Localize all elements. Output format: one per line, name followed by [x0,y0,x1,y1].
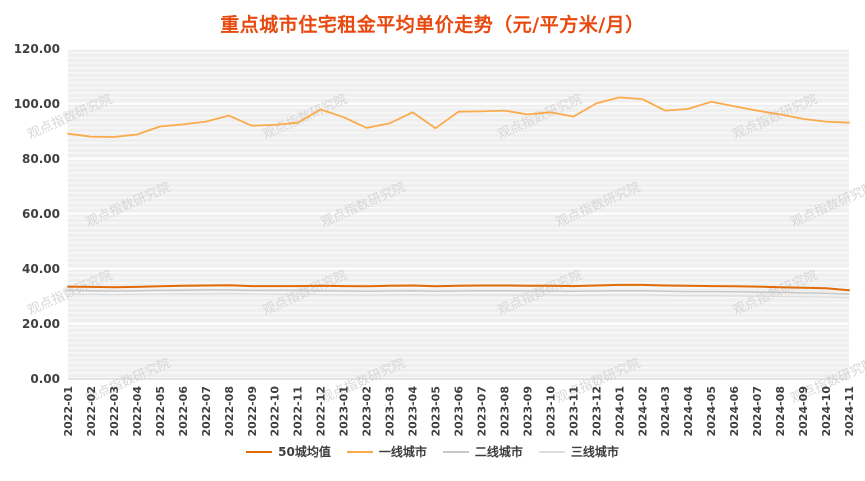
x-axis-label: 2024-08 [774,386,787,437]
legend-item-50城均值: 50城均值 [246,443,331,460]
legend-item-一线城市: 一线城市 [346,443,427,460]
legend-label: 二线城市 [474,445,523,459]
x-axis-label: 2022-11 [292,386,305,437]
legend-label: 50城均值 [278,445,331,459]
y-axis-label: 40.00 [22,262,60,276]
x-axis-label: 2024-10 [820,386,833,437]
x-axis-label: 2024-06 [728,386,741,437]
x-axis-label: 2022-05 [154,386,167,437]
x-axis-label: 2022-10 [269,386,282,437]
x-axis-label: 2022-03 [108,386,121,437]
legend-item-二线城市: 二线城市 [442,443,523,460]
y-axis-label: 80.00 [22,152,60,166]
x-axis-label: 2023-03 [384,386,397,437]
series-line-50城均值 [67,283,850,292]
x-axis-label: 2022-07 [200,386,213,437]
x-axis-label: 2022-01 [62,386,75,437]
x-axis-label: 2022-04 [131,386,144,437]
x-axis-label: 2022-12 [315,386,328,437]
x-axis-label: 2023-06 [453,386,466,437]
line-chart: 观点指数研究院 观点指数研究院 观点指数研究院 观点指数研究院 观点指数研究院 观点指数研… [0,37,865,441]
chart-title: 重点城市住宅租金平均单价走势（元/平方米/月） [220,14,645,36]
series-line-三线城市 [67,292,850,299]
x-axis-label: 2023-09 [521,386,534,437]
y-axis-label: 20.00 [22,317,60,331]
series-line-二线城市 [67,289,850,295]
x-axis-label: 2024-07 [751,386,764,437]
x-axis-label: 2023-02 [361,386,374,437]
x-axis-label: 2023-08 [498,386,511,437]
x-axis-label: 2024-01 [613,386,626,437]
x-axis-label: 2023-11 [567,386,580,437]
y-axis-label: 100.00 [14,97,60,111]
x-axis-label: 2022-08 [223,386,236,437]
y-axis-label: 0.00 [30,372,60,386]
legend-line-swatch [538,450,565,453]
x-axis-label: 2023-01 [338,386,351,437]
y-axis-label: 60.00 [22,207,60,221]
chart-legend: 50城均值 一线城市 二线城市 三线城市 [0,443,865,460]
x-axis-label: 2024-04 [682,386,695,437]
x-axis-label: 2024-09 [797,386,810,437]
x-axis-label: 2023-10 [544,386,557,437]
legend-line-swatch [246,450,273,453]
x-axis-label: 2023-05 [430,386,443,437]
series-line-一线城市 [67,96,850,138]
x-axis-label: 2023-04 [407,386,420,437]
y-axis-label: 120.00 [14,42,60,56]
x-axis-label: 2023-12 [590,386,603,437]
legend-label: 一线城市 [378,445,427,459]
legend-line-swatch [346,450,373,453]
x-axis-label: 2022-02 [85,386,98,437]
x-axis-label: 2022-09 [246,386,259,437]
legend-item-三线城市: 三线城市 [538,443,619,460]
legend-label: 三线城市 [570,445,619,459]
x-axis-label: 2022-06 [177,386,190,437]
legend-line-swatch [442,450,469,453]
x-axis-label: 2024-03 [659,386,672,437]
x-axis-label: 2024-11 [843,386,856,437]
x-axis-label: 2023-07 [476,386,489,437]
x-axis-label: 2024-02 [636,386,649,437]
x-axis-label: 2024-05 [705,386,718,437]
